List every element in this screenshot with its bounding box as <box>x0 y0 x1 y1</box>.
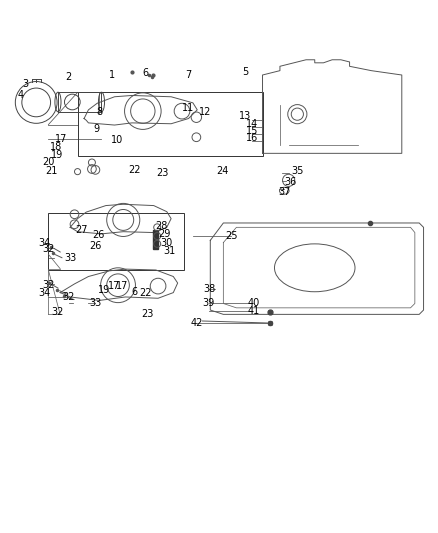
Bar <box>153 230 158 249</box>
Text: 18: 18 <box>49 142 62 152</box>
Text: 32: 32 <box>63 292 75 302</box>
Text: 3: 3 <box>22 79 28 88</box>
Text: 6: 6 <box>142 68 148 78</box>
Text: 32: 32 <box>42 280 55 290</box>
Text: 22: 22 <box>139 288 151 297</box>
Text: 41: 41 <box>248 306 260 316</box>
Text: 37: 37 <box>278 187 290 197</box>
Text: 24: 24 <box>216 166 229 176</box>
Text: 26: 26 <box>92 230 104 240</box>
Text: 34: 34 <box>38 288 50 297</box>
Text: 36: 36 <box>285 176 297 187</box>
Text: 39: 39 <box>202 298 214 309</box>
Text: 17: 17 <box>107 281 120 291</box>
Text: 15: 15 <box>245 126 258 136</box>
Text: 12: 12 <box>199 107 211 117</box>
Text: 2: 2 <box>66 72 72 82</box>
Text: 31: 31 <box>163 246 175 256</box>
Text: 4: 4 <box>18 91 24 100</box>
Text: 19: 19 <box>98 286 110 295</box>
Bar <box>78 92 262 156</box>
Text: 5: 5 <box>242 67 248 77</box>
Text: 8: 8 <box>96 107 102 117</box>
Text: 9: 9 <box>93 124 99 134</box>
Text: 34: 34 <box>38 238 50 247</box>
Text: 1: 1 <box>110 70 116 80</box>
Text: 10: 10 <box>111 135 123 146</box>
Text: 6: 6 <box>131 287 137 297</box>
Text: 21: 21 <box>45 166 58 176</box>
Text: 7: 7 <box>185 70 192 80</box>
Text: 14: 14 <box>246 119 258 129</box>
Text: 25: 25 <box>225 231 237 241</box>
Text: 30: 30 <box>161 238 173 247</box>
Text: 16: 16 <box>246 133 258 143</box>
Bar <box>48 213 184 270</box>
Text: 28: 28 <box>155 221 168 231</box>
Text: 22: 22 <box>128 165 141 175</box>
Text: 26: 26 <box>89 241 101 252</box>
Text: 11: 11 <box>182 103 194 112</box>
Text: 40: 40 <box>248 298 260 309</box>
Text: 17: 17 <box>116 281 129 291</box>
Text: 23: 23 <box>141 309 153 319</box>
Text: 33: 33 <box>89 298 101 309</box>
Text: 38: 38 <box>203 284 215 294</box>
Text: 17: 17 <box>55 134 67 144</box>
Text: 35: 35 <box>291 166 304 176</box>
Text: 19: 19 <box>51 150 63 160</box>
Text: 20: 20 <box>42 157 55 167</box>
Text: 32: 32 <box>52 307 64 317</box>
Text: 42: 42 <box>190 318 202 328</box>
Text: 27: 27 <box>76 225 88 236</box>
Text: 29: 29 <box>159 229 171 239</box>
Text: 32: 32 <box>42 244 55 254</box>
Text: 23: 23 <box>156 168 169 178</box>
Text: 33: 33 <box>64 253 76 263</box>
Text: 13: 13 <box>239 111 251 122</box>
